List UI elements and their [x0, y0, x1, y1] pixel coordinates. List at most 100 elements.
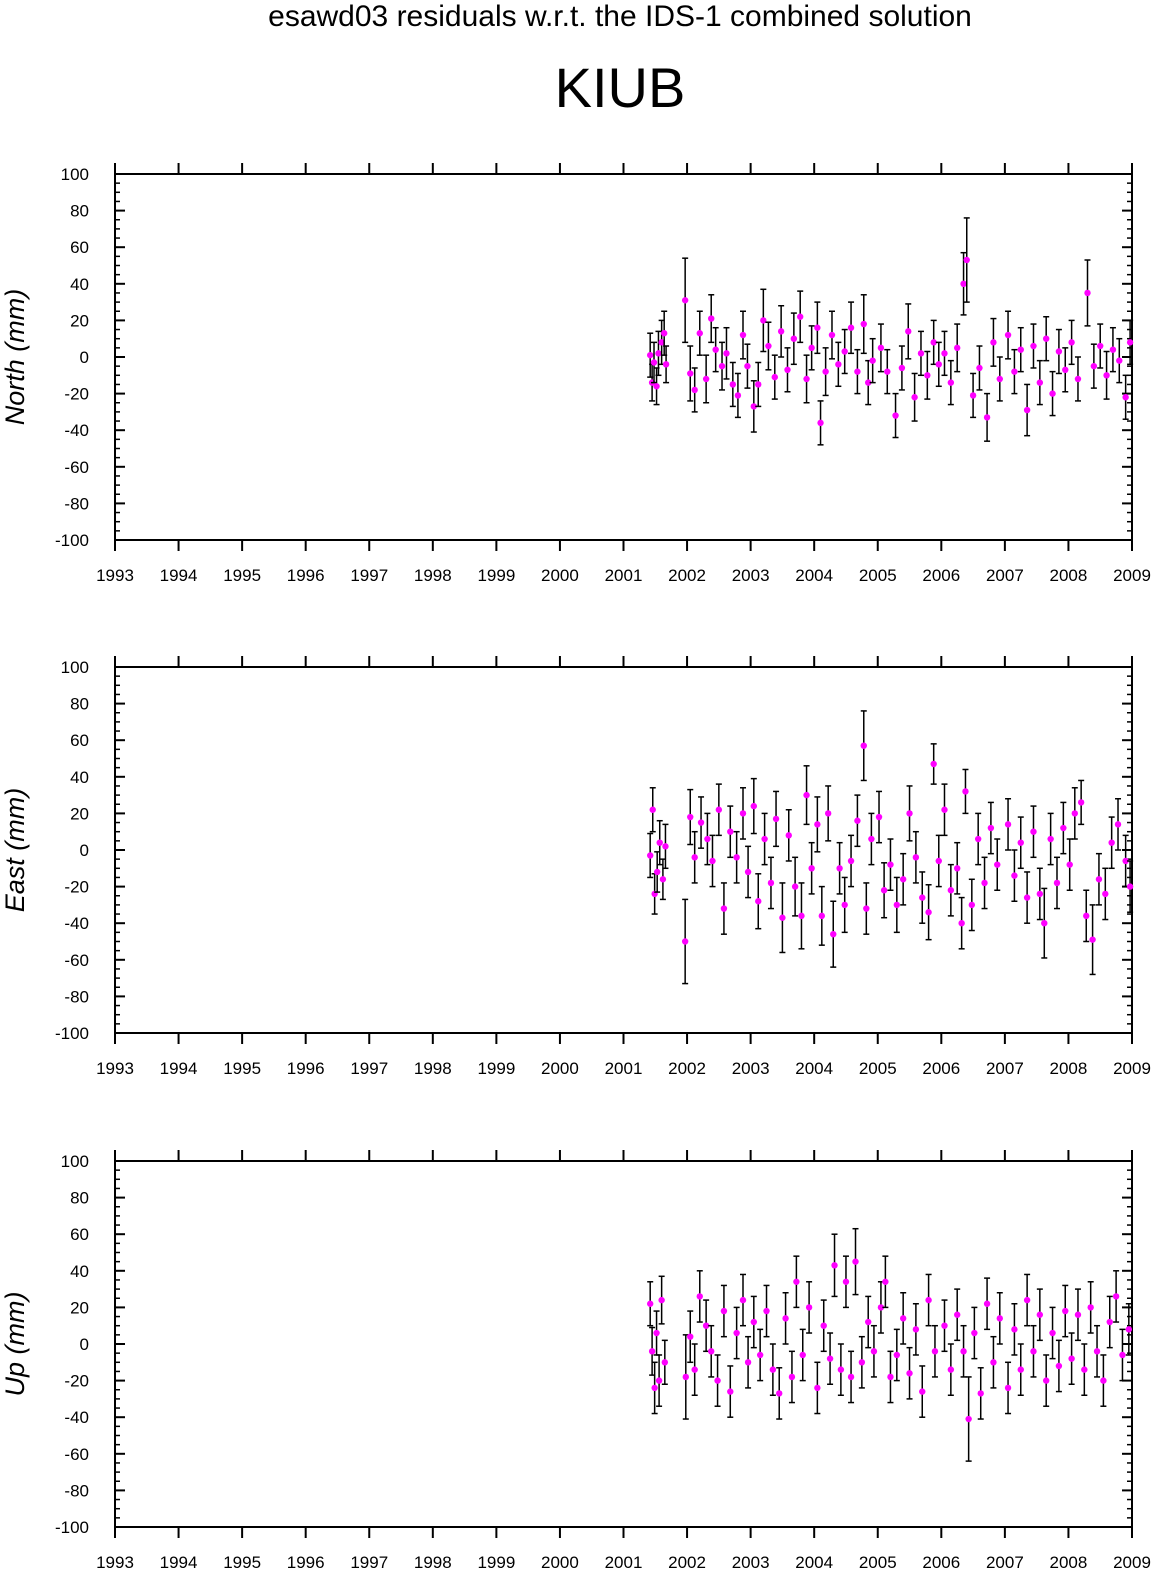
data-point [1109, 346, 1117, 353]
data-point [1030, 828, 1037, 835]
data-point [1036, 890, 1044, 898]
x-tick-label: 1995 [223, 566, 261, 585]
data-point [779, 914, 786, 921]
data-point [803, 791, 810, 799]
data-point [1090, 362, 1098, 370]
data-point [662, 361, 670, 368]
data-point [882, 1278, 889, 1285]
data-point [892, 412, 899, 419]
data-point [646, 852, 654, 859]
x-tick-label: 2008 [1050, 1553, 1088, 1572]
x-tick-label: 2003 [732, 1059, 770, 1078]
x-tick-label: 2007 [986, 1059, 1024, 1078]
data-point [760, 317, 767, 324]
data-point [1095, 876, 1103, 883]
x-tick-label: 2005 [859, 1553, 897, 1572]
data-point [691, 386, 698, 394]
data-point [659, 876, 667, 883]
data-point [1062, 366, 1069, 374]
data-point [1055, 348, 1063, 355]
x-tick-label: 2001 [605, 1059, 643, 1078]
x-tick-label: 1993 [96, 566, 134, 585]
data-point [656, 839, 663, 846]
data-point [941, 350, 948, 357]
data-point [1017, 346, 1024, 353]
data-point [1089, 936, 1096, 943]
y-tick-label: 40 [70, 275, 89, 294]
data-point [714, 1377, 721, 1384]
data-point [877, 344, 885, 352]
x-tick-label: 1996 [287, 1059, 325, 1078]
y-tick-label: -20 [64, 878, 89, 897]
data-point [1055, 1362, 1063, 1370]
x-tick-label: 1993 [96, 1059, 134, 1078]
data-point [820, 1322, 827, 1329]
x-tick-label: 1998 [414, 566, 452, 585]
data-point [912, 1326, 920, 1333]
data-point [960, 280, 967, 287]
data-point [767, 879, 775, 887]
x-tick-label: 2001 [605, 1553, 643, 1572]
data-point [1004, 821, 1012, 828]
data-point [947, 1366, 955, 1373]
figure-title: esawd03 residuals w.r.t. the IDS-1 combi… [268, 0, 972, 33]
data-point [1126, 339, 1134, 346]
data-point [947, 379, 955, 386]
data-point [836, 865, 843, 872]
data-point [919, 1388, 926, 1395]
data-point [935, 857, 942, 865]
data-point [981, 879, 988, 887]
data-point [960, 1348, 967, 1355]
data-point [702, 1322, 710, 1329]
data-point [697, 819, 705, 826]
data-point [790, 335, 798, 342]
data-point [976, 364, 983, 372]
data-point [1081, 1366, 1088, 1373]
data-point [1004, 1384, 1012, 1392]
data-point [808, 865, 815, 872]
data-point [1122, 857, 1129, 865]
y-tick-label: 20 [70, 1298, 89, 1317]
y-axis-label: North (mm) [0, 289, 30, 426]
data-point [687, 370, 694, 377]
data-point [841, 901, 848, 909]
y-tick-label: 20 [70, 311, 89, 330]
data-point [808, 344, 815, 352]
data-point [880, 887, 888, 894]
data-point [1112, 1293, 1120, 1300]
data-point [649, 806, 656, 813]
x-tick-label: 1994 [160, 1059, 198, 1078]
x-tick-label: 2007 [986, 566, 1024, 585]
y-tick-label: 60 [70, 238, 89, 257]
data-point [755, 898, 762, 905]
y-axis-label: Up (mm) [0, 1292, 30, 1397]
x-tick-label: 1996 [287, 566, 325, 585]
data-point [996, 375, 1003, 383]
data-point [658, 1296, 665, 1304]
plot-frame [114, 666, 1133, 1034]
data-point [1100, 1377, 1107, 1384]
data-point [835, 361, 842, 368]
data-point [646, 351, 654, 359]
data-point [817, 419, 824, 427]
data-point [682, 1373, 689, 1381]
data-point [906, 1370, 913, 1377]
y-tick-label: -60 [64, 951, 89, 970]
data-point [691, 854, 698, 861]
y-tick-label: -40 [64, 1408, 89, 1427]
data-point [712, 346, 719, 353]
data-point [776, 1390, 783, 1397]
y-tick-label: 100 [61, 658, 89, 677]
data-point [655, 350, 662, 357]
data-point [648, 1348, 656, 1355]
data-point [996, 1315, 1003, 1322]
data-point [983, 1300, 991, 1307]
data-point [650, 359, 658, 366]
data-point [963, 256, 970, 264]
data-point [660, 330, 668, 337]
station-name: KIUB [554, 56, 686, 119]
data-point [805, 1304, 813, 1311]
data-point [1087, 1304, 1094, 1311]
data-point [733, 1329, 740, 1337]
data-point [791, 883, 799, 890]
